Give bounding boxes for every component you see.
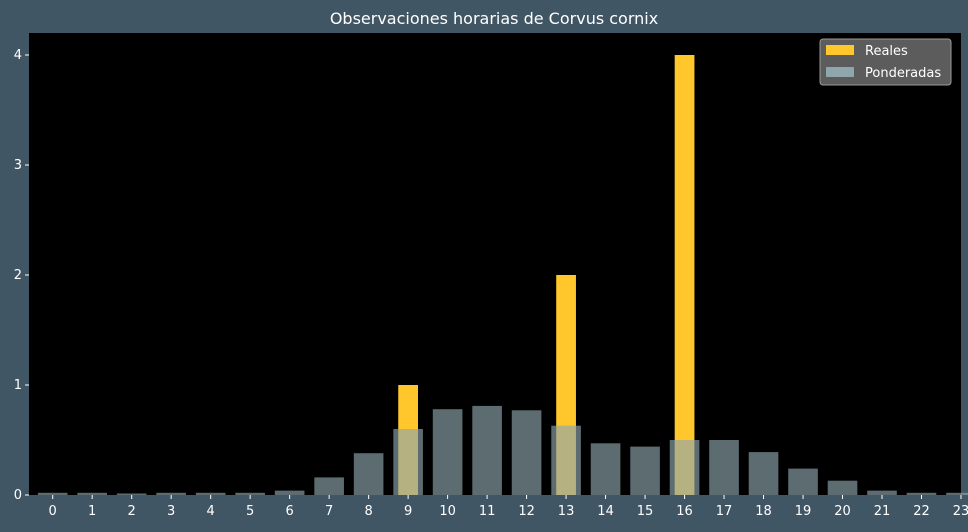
bar-reales — [674, 55, 695, 495]
bar-ponderadas — [314, 477, 344, 495]
bar-ponderadas — [353, 453, 384, 495]
bar-ponderadas — [748, 452, 779, 495]
bar-ponderadas — [867, 490, 897, 495]
x-tick-label: 9 — [404, 504, 412, 519]
x-tick-label: 5 — [246, 504, 254, 519]
legend-label-reales: Reales — [865, 44, 908, 59]
bar-ponderadas — [156, 492, 186, 495]
x-tick-label: 7 — [325, 504, 333, 519]
bar-ponderadas — [274, 490, 305, 495]
legend: Reales Ponderadas — [819, 38, 952, 86]
series-ponderadas-bars — [37, 405, 968, 495]
legend-label-ponderadas: Ponderadas — [865, 66, 941, 81]
bar-ponderadas — [432, 409, 463, 495]
y-tick-label: 1 — [14, 378, 22, 393]
x-tick-label: 12 — [518, 504, 535, 519]
x-axis: 0 1 2 3 4 5 6 7 8 9 10 11 12 13 14 15 16 17 18 19 20 21 22 23 — [49, 495, 968, 519]
x-tick-label: 21 — [874, 504, 891, 519]
legend-swatch-ponderadas — [826, 67, 854, 77]
bar-ponderadas — [590, 443, 621, 495]
x-tick-label: 11 — [479, 504, 496, 519]
y-axis: 0 1 2 3 4 — [14, 48, 29, 503]
x-tick-label: 20 — [834, 504, 851, 519]
x-tick-label: 4 — [207, 504, 215, 519]
x-tick-label: 1 — [88, 504, 96, 519]
bar-ponderadas — [709, 440, 739, 495]
x-tick-label: 18 — [755, 504, 772, 519]
y-tick-label: 3 — [14, 158, 22, 173]
x-tick-label: 6 — [286, 504, 294, 519]
x-tick-label: 17 — [716, 504, 733, 519]
x-tick-label: 14 — [597, 504, 614, 519]
y-tick-label: 0 — [14, 488, 22, 503]
bar-ponderadas — [77, 492, 107, 495]
x-tick-label: 3 — [167, 504, 175, 519]
x-tick-label: 16 — [676, 504, 693, 519]
y-tick-label: 2 — [14, 268, 22, 283]
legend-swatch-reales — [826, 45, 854, 55]
bar-ponderadas — [472, 405, 502, 495]
bar-ponderadas — [195, 492, 226, 495]
chart-title: Observaciones horarias de Corvus cornix — [330, 9, 658, 28]
bar-ponderadas — [116, 493, 147, 495]
x-tick-label: 19 — [795, 504, 812, 519]
bar-ponderadas — [551, 425, 581, 495]
x-tick-label: 0 — [49, 504, 57, 519]
x-tick-label: 2 — [128, 504, 136, 519]
bar-ponderadas — [511, 410, 542, 495]
bar-ponderadas — [669, 440, 700, 495]
bar-ponderadas — [788, 468, 818, 495]
x-tick-label: 23 — [953, 504, 968, 519]
bar-ponderadas — [630, 446, 660, 495]
bar-ponderadas — [235, 492, 265, 495]
x-tick-label: 13 — [558, 504, 575, 519]
bar-ponderadas — [827, 480, 858, 495]
bar-ponderadas — [37, 492, 68, 495]
x-tick-label: 8 — [364, 504, 372, 519]
bar-ponderadas — [906, 492, 937, 495]
y-tick-label: 4 — [14, 48, 22, 63]
x-tick-label: 10 — [439, 504, 456, 519]
bar-ponderadas — [393, 429, 423, 495]
bar-ponderadas — [946, 492, 968, 495]
x-tick-label: 15 — [637, 504, 654, 519]
x-tick-label: 22 — [913, 504, 930, 519]
